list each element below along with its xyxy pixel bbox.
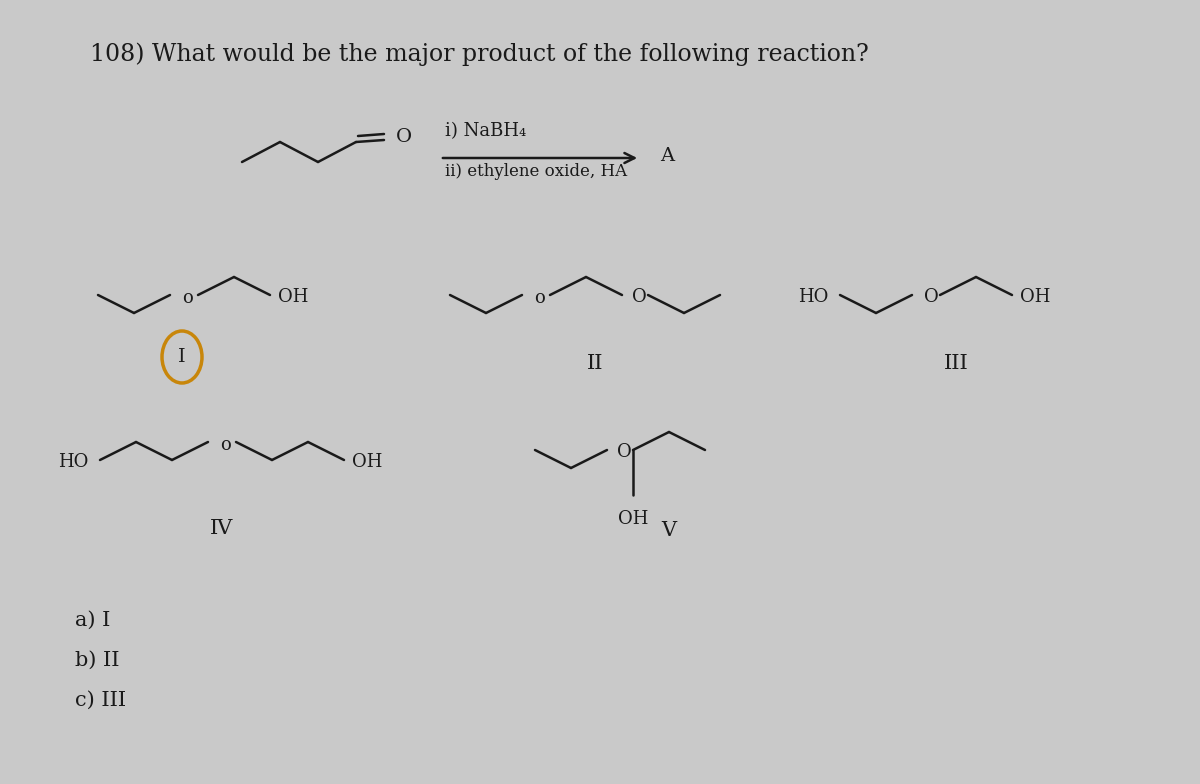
Text: II: II	[587, 354, 604, 372]
Text: o: o	[182, 289, 193, 307]
Text: a) I: a) I	[74, 611, 110, 630]
Text: OH: OH	[278, 288, 308, 306]
Text: O: O	[632, 288, 647, 306]
Text: IV: IV	[210, 518, 234, 538]
Text: i) NaBH₄: i) NaBH₄	[445, 122, 527, 140]
Text: A: A	[660, 147, 674, 165]
Text: o: o	[534, 289, 545, 307]
Text: O: O	[617, 443, 631, 461]
Text: OH: OH	[1020, 288, 1050, 306]
Text: c) III: c) III	[74, 691, 126, 710]
Text: OH: OH	[618, 510, 648, 528]
Text: ii) ethylene oxide, HA: ii) ethylene oxide, HA	[445, 163, 628, 180]
Text: III: III	[943, 354, 968, 372]
Text: o: o	[220, 436, 230, 454]
Text: HO: HO	[798, 288, 828, 306]
Text: I: I	[178, 348, 186, 366]
Text: b) II: b) II	[74, 651, 120, 670]
Text: HO: HO	[58, 453, 88, 471]
Text: O: O	[396, 128, 412, 146]
Text: V: V	[661, 521, 677, 539]
Text: OH: OH	[352, 453, 383, 471]
Text: 108) What would be the major product of the following reaction?: 108) What would be the major product of …	[90, 42, 869, 66]
Text: O: O	[924, 288, 938, 306]
